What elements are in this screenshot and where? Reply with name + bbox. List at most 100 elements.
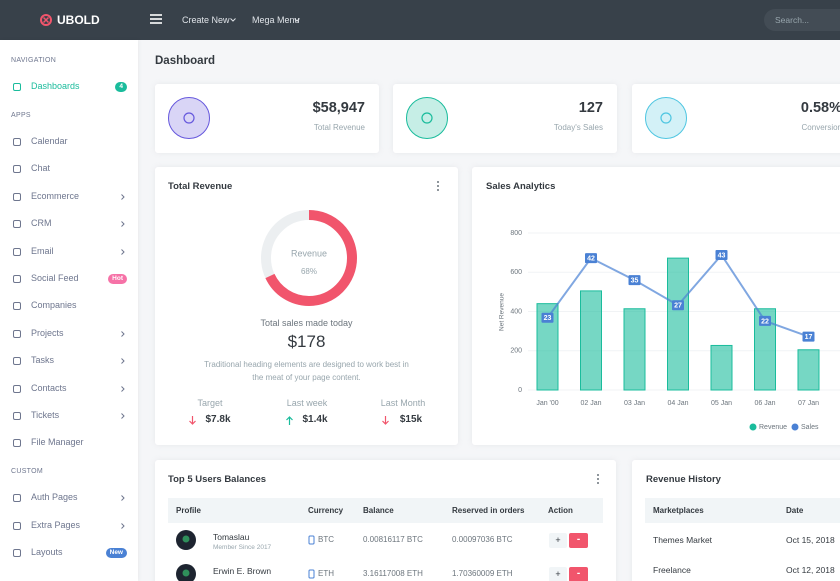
chevron-path [121, 413, 125, 419]
dot [437, 181, 439, 183]
column-header: Action [548, 506, 573, 515]
arrow [382, 416, 389, 425]
menu-badge: New [105, 548, 127, 559]
column-header: Balance [363, 506, 394, 515]
menu-item[interactable]: Social Feed [31, 273, 79, 283]
remove-button[interactable]: - [569, 567, 588, 581]
revenue-bar [536, 303, 559, 391]
menu-icon [13, 302, 21, 311]
chevron-path [121, 221, 125, 228]
donut: Revenue 68% [261, 210, 357, 306]
remove-button[interactable]: - [569, 533, 588, 548]
data-label-bg [802, 331, 815, 342]
user-name: Tomaslau [213, 532, 250, 542]
chevron [121, 248, 125, 255]
subtitle: Total sales made today [260, 318, 353, 328]
column-header: Currency [308, 506, 344, 515]
legend-swatch [791, 423, 799, 431]
menu-item[interactable]: Auth Pages [31, 492, 78, 503]
x-tick-label: 06 Jan [754, 400, 775, 407]
icon-shape [13, 275, 21, 283]
cell: Themes Market [653, 535, 713, 545]
dot [597, 478, 599, 480]
menu-item[interactable]: Ecommerce [31, 190, 80, 201]
menu-icon [13, 549, 21, 558]
y-axis-title: Net Revenue [499, 293, 506, 331]
chevron [121, 221, 125, 228]
currency-icon [308, 569, 315, 579]
chevron-path [121, 193, 125, 200]
revenue-bar [710, 344, 733, 391]
menu-item[interactable]: Dashboards [31, 81, 80, 91]
cell: Oct 12, 2018 [786, 565, 835, 575]
x-tick-label: Jan '00 [536, 400, 558, 407]
balance: 3.16117008 ETH [363, 569, 423, 578]
dot [437, 189, 439, 191]
sidebar [0, 40, 138, 581]
user-name: Erwin E. Brown [213, 566, 272, 576]
y-tick-label: 0 [518, 387, 522, 394]
caret [294, 18, 300, 22]
stat-value: $58,947 [312, 100, 365, 116]
currency-icon [308, 535, 315, 545]
revenue-bar [580, 290, 602, 391]
stat-card: $58,947 Total Revenue [155, 84, 379, 153]
menu-icon [13, 384, 21, 393]
reserved: 1.70360009 ETH [452, 569, 513, 578]
section-title: CUSTOM [11, 468, 44, 476]
icon-shape [13, 302, 21, 311]
icon-shape [13, 521, 21, 530]
menu-item[interactable]: Layouts [31, 547, 63, 558]
currency: BTC [318, 535, 334, 544]
menu-icon [13, 329, 21, 338]
stat-card: 0.58% Conversion [632, 84, 840, 153]
data-label-bg [541, 312, 554, 323]
chevron [121, 193, 125, 200]
icon-shape [13, 412, 21, 420]
metric-value: $7.8k [205, 414, 231, 425]
topbar [0, 0, 840, 40]
menu-icon [13, 83, 21, 91]
trend-arrow [286, 416, 293, 425]
data-label-bg [759, 315, 771, 326]
menu-item[interactable]: Contacts [31, 382, 67, 393]
data-label: 17 [805, 334, 813, 341]
sales-chart: 0 200 400 600 800 Net Revenue Jan '00 02 Jan 03 … [499, 230, 840, 431]
stat-label: Today's Sales [553, 123, 603, 132]
add-button[interactable]: + [549, 567, 567, 581]
menu-item[interactable]: CRM [31, 218, 52, 229]
menu-item[interactable]: Calendar [31, 136, 68, 146]
caret-path [230, 18, 236, 22]
menu-icon [13, 412, 21, 420]
card-title: Total Revenue [168, 181, 233, 192]
menu-badge: 4 [115, 82, 127, 92]
avatar [176, 530, 196, 550]
icon-shape [13, 357, 21, 366]
menu-item[interactable]: Email [31, 245, 54, 256]
menu-item[interactable]: File Manager [31, 437, 84, 448]
revenue-history-card: Revenue History Marketplaces Date Themes Ma… [632, 460, 840, 581]
top-menu-item[interactable]: Mega Menu [252, 15, 300, 25]
menu-item[interactable]: Chat [31, 163, 51, 174]
menu-item[interactable]: Tasks [31, 355, 55, 366]
menu-item[interactable]: Tickets [31, 410, 60, 420]
add-button[interactable]: + [549, 533, 567, 548]
coin [308, 535, 315, 545]
metric-label: Target [197, 398, 223, 408]
menu-icon [13, 357, 21, 366]
legend-label: Revenue [759, 424, 787, 431]
search-box[interactable]: Search... [764, 9, 840, 31]
top-menu-item[interactable]: Create New [182, 15, 230, 25]
menu-icon [13, 439, 21, 448]
menu-item[interactable]: Extra Pages [31, 519, 81, 530]
brand: UBOLD [57, 13, 100, 27]
menu-item[interactable]: Companies [31, 300, 77, 311]
metric-value: $15k [399, 414, 423, 425]
data-label-bg [628, 275, 641, 286]
dot [597, 474, 599, 476]
chevron [121, 522, 125, 529]
icon-shape [13, 439, 21, 448]
balances-card: Top 5 Users Balances Profile Currency Balan… [155, 460, 616, 581]
card-title: Top 5 Users Balances [168, 474, 267, 485]
menu-item[interactable]: Projects [31, 327, 64, 338]
